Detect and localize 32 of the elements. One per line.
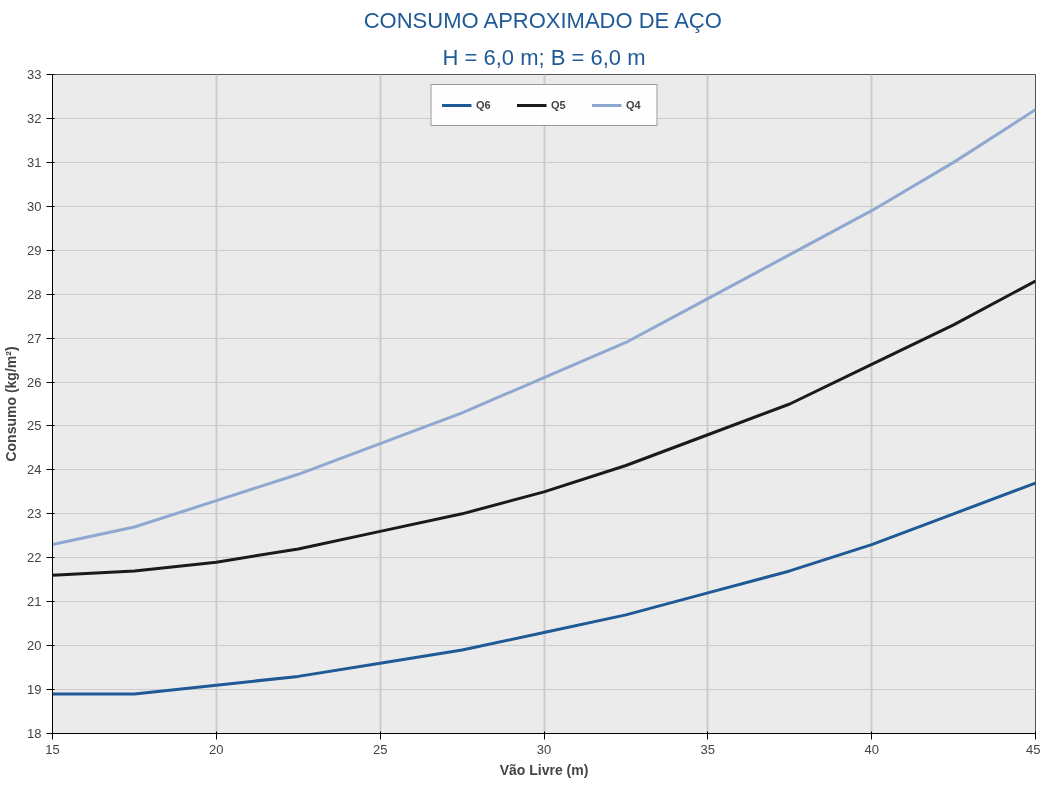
x-tick-label: 25 bbox=[372, 741, 388, 757]
y-tick-label: 30 bbox=[27, 198, 42, 214]
x-tick-label: 30 bbox=[536, 741, 552, 757]
x-tick-label: 45 bbox=[1026, 741, 1041, 757]
y-tick-label: 19 bbox=[27, 682, 42, 698]
x-tick-label: 15 bbox=[45, 741, 60, 757]
y-tick-label: 32 bbox=[27, 110, 42, 126]
y-tick-label: 33 bbox=[27, 67, 42, 82]
line-series bbox=[52, 279, 1036, 577]
line-series bbox=[52, 481, 1036, 696]
y-tick-label: 23 bbox=[27, 506, 42, 522]
y-tick-label: 22 bbox=[27, 550, 42, 566]
legend-label: Q4 bbox=[626, 99, 642, 111]
x-tick-label: 40 bbox=[864, 741, 879, 757]
y-tick-label: 25 bbox=[27, 418, 42, 434]
legend-label: Q5 bbox=[551, 99, 567, 111]
chart-subtitle: H = 6,0 m; B = 6,0 m bbox=[442, 44, 646, 70]
chart-title: CONSUMO APROXIMADO DE AÇO bbox=[363, 7, 722, 33]
y-tick-label: 28 bbox=[27, 286, 42, 302]
y-tick-label: 27 bbox=[27, 330, 42, 346]
y-tick-label: 29 bbox=[27, 242, 42, 258]
y-tick-label: 18 bbox=[27, 726, 42, 741]
y-tick-label: 24 bbox=[27, 462, 42, 478]
y-tick-label: 21 bbox=[27, 594, 42, 610]
x-axis-title: Vão Livre (m) bbox=[499, 761, 589, 778]
x-tick-label: 20 bbox=[209, 741, 224, 757]
y-axis-title: Consumo (kg/m²) bbox=[3, 346, 20, 462]
legend-label: Q6 bbox=[476, 99, 492, 111]
y-tick-label: 26 bbox=[27, 374, 42, 390]
y-tick-label: 20 bbox=[27, 638, 42, 654]
y-tick-label: 31 bbox=[27, 154, 42, 170]
x-tick-label: 35 bbox=[700, 741, 716, 757]
